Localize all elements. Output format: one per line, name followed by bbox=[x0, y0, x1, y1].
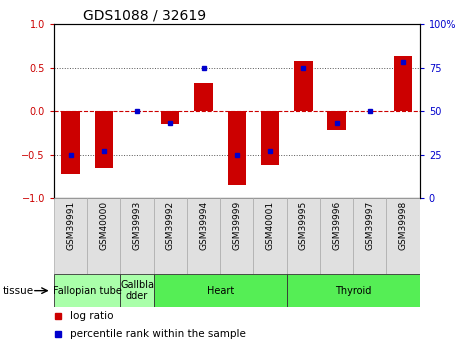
Bar bbox=[61, 111, 80, 174]
Text: Thyroid: Thyroid bbox=[335, 286, 371, 296]
Text: Gallbla
dder: Gallbla dder bbox=[120, 280, 154, 302]
Text: GSM39997: GSM39997 bbox=[365, 201, 374, 250]
Text: tissue: tissue bbox=[2, 286, 33, 296]
Text: GSM39999: GSM39999 bbox=[232, 201, 242, 250]
Text: GSM39996: GSM39996 bbox=[332, 201, 341, 250]
Text: Fallopian tube: Fallopian tube bbox=[53, 286, 121, 296]
Bar bbox=[54, 274, 121, 307]
Bar bbox=[154, 198, 187, 274]
Bar bbox=[294, 61, 312, 111]
Bar bbox=[121, 274, 154, 307]
Text: GSM40000: GSM40000 bbox=[99, 201, 108, 250]
Bar bbox=[287, 198, 320, 274]
Text: GDS1088 / 32619: GDS1088 / 32619 bbox=[83, 9, 206, 23]
Text: Heart: Heart bbox=[206, 286, 234, 296]
Text: percentile rank within the sample: percentile rank within the sample bbox=[70, 329, 246, 339]
Text: GSM39995: GSM39995 bbox=[299, 201, 308, 250]
Bar bbox=[353, 198, 386, 274]
Bar bbox=[253, 198, 287, 274]
Bar bbox=[386, 198, 420, 274]
Bar bbox=[261, 111, 279, 165]
Bar bbox=[54, 198, 87, 274]
Bar bbox=[187, 198, 220, 274]
Text: GSM39994: GSM39994 bbox=[199, 201, 208, 250]
Bar bbox=[161, 111, 180, 124]
Text: GSM40001: GSM40001 bbox=[265, 201, 275, 250]
Bar bbox=[227, 111, 246, 185]
Text: GSM39998: GSM39998 bbox=[399, 201, 408, 250]
Bar bbox=[154, 274, 287, 307]
Bar bbox=[195, 82, 213, 111]
Text: GSM39992: GSM39992 bbox=[166, 201, 175, 250]
Bar bbox=[220, 198, 253, 274]
Bar bbox=[87, 198, 121, 274]
Bar bbox=[95, 111, 113, 168]
Text: GSM39993: GSM39993 bbox=[133, 201, 142, 250]
Text: log ratio: log ratio bbox=[70, 311, 114, 321]
Bar bbox=[287, 274, 420, 307]
Bar bbox=[394, 56, 412, 111]
Bar bbox=[320, 198, 353, 274]
Text: GSM39991: GSM39991 bbox=[66, 201, 75, 250]
Bar bbox=[327, 111, 346, 130]
Bar bbox=[121, 198, 154, 274]
